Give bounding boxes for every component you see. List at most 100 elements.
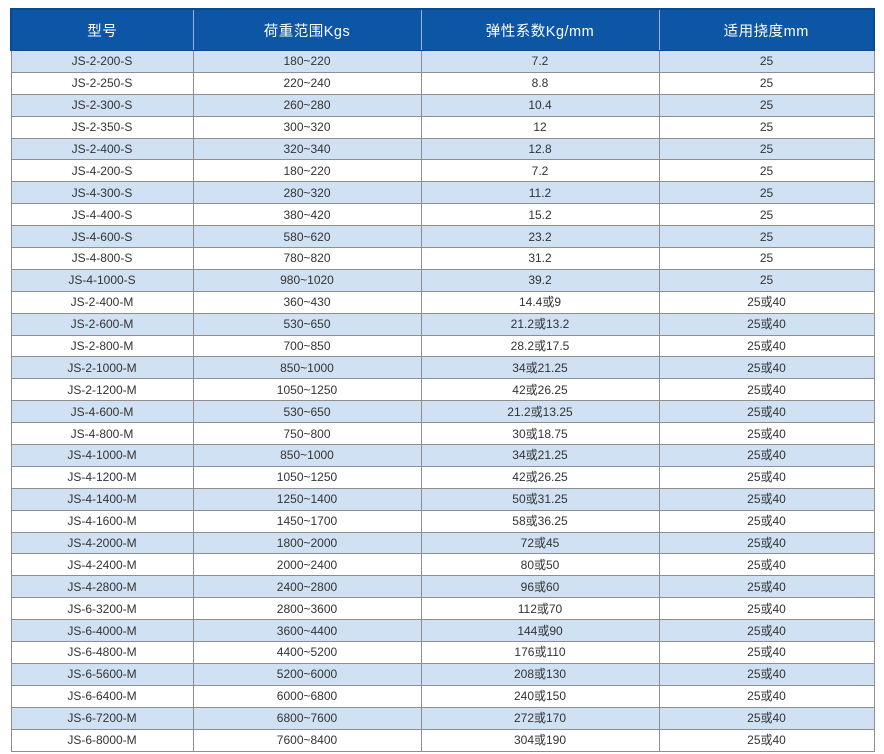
cell: 21.2或13.2 bbox=[420, 312, 660, 336]
cell: 25或40 bbox=[658, 378, 875, 402]
cell: 580~620 bbox=[192, 225, 422, 249]
header-row: 型号 荷重范围Kgs 弹性系数Kg/mm 适用挠度mm bbox=[10, 8, 875, 51]
cell: 14.4或9 bbox=[420, 290, 660, 314]
table-row: JS-2-250-S 220~240 8.8 25 bbox=[10, 71, 875, 95]
table-row: JS-4-600-S 580~620 23.2 25 bbox=[10, 225, 875, 249]
table-row: JS-4-400-S 380~420 15.2 25 bbox=[10, 203, 875, 227]
table-row: JS-6-3200-M 2800~3600 112或70 25或40 bbox=[10, 597, 875, 621]
cell: JS-4-600-M bbox=[10, 400, 194, 424]
cell: JS-4-2800-M bbox=[10, 575, 194, 599]
cell: 6800~7600 bbox=[192, 706, 422, 730]
spec-table-header: 型号 荷重范围Kgs 弹性系数Kg/mm 适用挠度mm bbox=[10, 8, 875, 51]
cell: 304或190 bbox=[420, 728, 660, 752]
cell: 25 bbox=[658, 71, 875, 95]
cell: 31.2 bbox=[420, 247, 660, 270]
table-row: JS-4-200-S 180~220 7.2 25 bbox=[10, 159, 875, 183]
cell: 42或26.25 bbox=[420, 378, 660, 402]
table-row: JS-2-300-S 260~280 10.4 25 bbox=[10, 93, 875, 117]
spec-table-container: 型号 荷重范围Kgs 弹性系数Kg/mm 适用挠度mm JS-2-200-S 18… bbox=[10, 8, 875, 752]
cell: 1250~1400 bbox=[192, 487, 422, 511]
cell: 25或40 bbox=[658, 487, 875, 511]
cell: 8.8 bbox=[420, 71, 660, 95]
cell: JS-4-400-S bbox=[10, 203, 194, 227]
cell: 220~240 bbox=[192, 71, 422, 95]
cell: 4400~5200 bbox=[192, 641, 422, 664]
cell: 1050~1250 bbox=[192, 465, 422, 489]
cell: 280~320 bbox=[192, 181, 422, 205]
cell: JS-2-1200-M bbox=[10, 378, 194, 402]
table-row: JS-4-600-M 530~650 21.2或13.25 25或40 bbox=[10, 400, 875, 424]
cell: 25或40 bbox=[658, 684, 875, 708]
cell: JS-4-1000-M bbox=[10, 444, 194, 467]
column-header-model: 型号 bbox=[10, 8, 194, 51]
cell: JS-4-2000-M bbox=[10, 531, 194, 555]
cell: 25 bbox=[658, 137, 875, 161]
table-row: JS-2-350-S 300~320 12 25 bbox=[10, 115, 875, 139]
table-row: JS-6-8000-M 7600~8400 304或190 25或40 bbox=[10, 728, 875, 752]
cell: 850~1000 bbox=[192, 356, 422, 380]
column-header-deflection: 适用挠度mm bbox=[658, 8, 875, 51]
cell: 2400~2800 bbox=[192, 575, 422, 599]
cell: JS-4-1400-M bbox=[10, 487, 194, 511]
cell: 25或40 bbox=[658, 444, 875, 467]
cell: 530~650 bbox=[192, 400, 422, 424]
cell: 25或40 bbox=[658, 312, 875, 336]
table-row: JS-4-1600-M 1450~1700 58或36.25 25或40 bbox=[10, 509, 875, 533]
table-row: JS-6-6400-M 6000~6800 240或150 25或40 bbox=[10, 684, 875, 708]
cell: 12.8 bbox=[420, 137, 660, 161]
cell: 25 bbox=[658, 115, 875, 139]
cell: JS-4-1200-M bbox=[10, 465, 194, 489]
cell: JS-2-1000-M bbox=[10, 356, 194, 380]
table-row: JS-4-2400-M 2000~2400 80或50 25或40 bbox=[10, 553, 875, 577]
cell: 176或110 bbox=[420, 641, 660, 664]
cell: 2800~3600 bbox=[192, 597, 422, 621]
cell: 360~430 bbox=[192, 290, 422, 314]
cell: 21.2或13.25 bbox=[420, 400, 660, 424]
cell: 25 bbox=[658, 247, 875, 270]
cell: 80或50 bbox=[420, 553, 660, 577]
cell: JS-4-1600-M bbox=[10, 509, 194, 533]
cell: 25 bbox=[658, 181, 875, 205]
table-row: JS-6-4800-M 4400~5200 176或110 25或40 bbox=[10, 641, 875, 664]
cell: 240或150 bbox=[420, 684, 660, 708]
cell: 25或40 bbox=[658, 334, 875, 358]
cell: JS-6-4000-M bbox=[10, 619, 194, 643]
cell: 7.2 bbox=[420, 50, 660, 73]
cell: JS-4-2400-M bbox=[10, 553, 194, 577]
cell: 25或40 bbox=[658, 290, 875, 314]
cell: 780~820 bbox=[192, 247, 422, 270]
cell: 272或170 bbox=[420, 706, 660, 730]
cell: 750~800 bbox=[192, 422, 422, 446]
spec-table: 型号 荷重范围Kgs 弹性系数Kg/mm 适用挠度mm JS-2-200-S 18… bbox=[10, 8, 875, 752]
cell: 6000~6800 bbox=[192, 684, 422, 708]
cell: 25或40 bbox=[658, 356, 875, 380]
cell: 25或40 bbox=[658, 400, 875, 424]
cell: 5200~6000 bbox=[192, 662, 422, 686]
cell: JS-4-1000-S bbox=[10, 268, 194, 292]
cell: 1450~1700 bbox=[192, 509, 422, 533]
cell: 15.2 bbox=[420, 203, 660, 227]
table-row: JS-2-1000-M 850~1000 34或21.25 25或40 bbox=[10, 356, 875, 380]
spec-table-body: JS-2-200-S 180~220 7.2 25 JS-2-250-S 220~240 8… bbox=[10, 50, 875, 752]
cell: JS-2-400-S bbox=[10, 137, 194, 161]
cell: JS-4-200-S bbox=[10, 159, 194, 183]
cell: 25 bbox=[658, 159, 875, 183]
cell: 72或45 bbox=[420, 531, 660, 555]
cell: 25或40 bbox=[658, 553, 875, 577]
cell: 25 bbox=[658, 50, 875, 73]
cell: JS-2-200-S bbox=[10, 50, 194, 73]
cell: JS-2-800-M bbox=[10, 334, 194, 358]
cell: JS-2-400-M bbox=[10, 290, 194, 314]
cell: 25或40 bbox=[658, 706, 875, 730]
cell: 1050~1250 bbox=[192, 378, 422, 402]
cell: JS-6-4800-M bbox=[10, 641, 194, 664]
table-row: JS-4-800-M 750~800 30或18.75 25或40 bbox=[10, 422, 875, 446]
table-row: JS-4-1200-M 1050~1250 42或26.25 25或40 bbox=[10, 465, 875, 489]
cell: 28.2或17.5 bbox=[420, 334, 660, 358]
column-header-load-range: 荷重范围Kgs bbox=[192, 8, 422, 51]
cell: JS-4-800-M bbox=[10, 422, 194, 446]
table-row: JS-4-2000-M 1800~2000 72或45 25或40 bbox=[10, 531, 875, 555]
cell: JS-6-5600-M bbox=[10, 662, 194, 686]
cell: 10.4 bbox=[420, 93, 660, 117]
cell: JS-2-300-S bbox=[10, 93, 194, 117]
